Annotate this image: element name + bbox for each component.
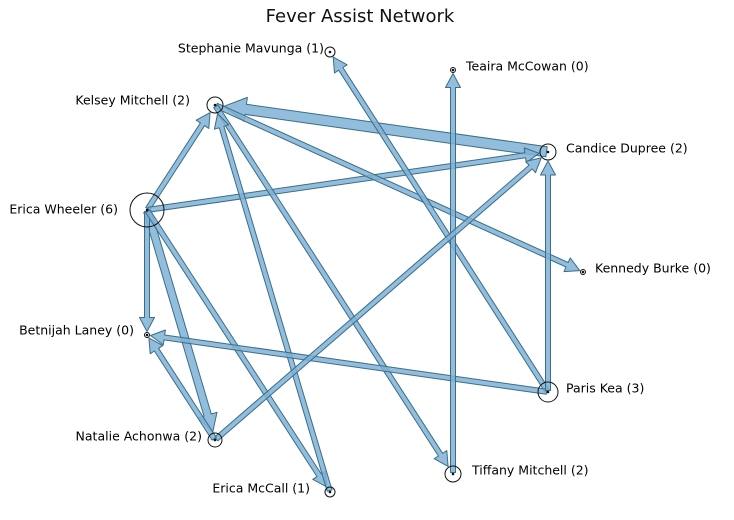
node-center-dot <box>328 50 332 54</box>
node-teaira-mccowan: Teaira McCowan (0) <box>450 59 589 74</box>
edge-arrow-erica-wheeler-to-kelsey-mitchell <box>145 112 211 211</box>
node-label: Paris Kea (3) <box>566 381 644 396</box>
node-candice-dupree: Candice Dupree (2) <box>539 141 688 161</box>
node-label: Stephanie Mavunga (1) <box>178 41 324 56</box>
edge-arrow-candice-dupree-to-kelsey-mitchell <box>223 96 548 158</box>
edge-arrow-paris-kea-to-betnijah-laney <box>150 329 548 395</box>
node-natalie-achonwa: Natalie Achonwa (2) <box>76 429 223 448</box>
edge-arrow-kelsey-mitchell-to-kennedy-burke <box>214 102 581 273</box>
node-label: Natalie Achonwa (2) <box>76 429 202 444</box>
node-marker <box>537 381 559 403</box>
edge-arrow-natalie-achonwa-to-betnijah-laney <box>148 337 217 441</box>
node-kennedy-burke: Kennedy Burke (0) <box>580 261 711 276</box>
node-center-dot <box>145 333 149 337</box>
node-center-dot <box>451 472 455 476</box>
edges-layer <box>139 56 581 492</box>
node-center-dot <box>145 208 149 212</box>
node-marker <box>206 96 224 114</box>
node-label: Erica Wheeler (6) <box>9 202 118 217</box>
edge-arrow-erica-mccall-to-kelsey-mitchell <box>213 113 333 492</box>
node-marker <box>129 192 165 228</box>
nodes-layer: Erica Wheeler (6) Kelsey Mitchell (2) Step… <box>9 41 711 498</box>
node-label: Candice Dupree (2) <box>566 141 688 156</box>
node-paris-kea: Paris Kea (3) <box>537 381 644 403</box>
node-label: Tiffany Mitchell (2) <box>471 463 589 478</box>
node-center-dot <box>213 438 217 442</box>
node-stephanie-mavunga: Stephanie Mavunga (1) <box>178 41 336 58</box>
edge-arrow-natalie-achonwa-to-candice-dupree <box>214 157 542 442</box>
node-center-dot <box>451 68 455 72</box>
edge-arrow-kelsey-mitchell-to-tiffany-mitchell <box>213 104 449 467</box>
node-center-dot <box>581 270 585 274</box>
node-betnijah-laney: Betnijah Laney (0) <box>19 323 150 338</box>
node-tiffany-mitchell: Tiffany Mitchell (2) <box>444 463 589 483</box>
node-marker <box>580 269 586 275</box>
node-center-dot <box>546 150 550 154</box>
edge-arrow-tiffany-mitchell-to-teaira-mccowan <box>445 73 461 473</box>
node-center-dot <box>328 490 332 494</box>
node-marker <box>450 67 456 73</box>
node-marker <box>539 143 557 161</box>
node-label: Erica McCall (1) <box>212 481 310 496</box>
chart-title: Fever Assist Network <box>266 6 455 27</box>
node-marker <box>324 486 336 498</box>
node-center-dot <box>213 103 217 107</box>
edge-arrow-paris-kea-to-candice-dupree <box>540 160 556 391</box>
node-label: Kennedy Burke (0) <box>595 261 711 276</box>
node-label: Teaira McCowan (0) <box>465 59 589 74</box>
edge-arrow-erica-wheeler-to-candice-dupree <box>147 147 540 213</box>
edge-arrow-erica-wheeler-to-natalie-achonwa <box>143 209 218 433</box>
node-erica-mccall: Erica McCall (1) <box>212 481 336 498</box>
node-erica-wheeler: Erica Wheeler (6) <box>9 192 165 228</box>
node-center-dot <box>546 390 550 394</box>
node-label: Betnijah Laney (0) <box>19 323 134 338</box>
node-marker <box>324 46 336 58</box>
node-marker <box>207 432 223 448</box>
node-label: Kelsey Mitchell (2) <box>75 93 190 108</box>
node-kelsey-mitchell: Kelsey Mitchell (2) <box>75 93 224 114</box>
edge-arrow-erica-wheeler-to-betnijah-laney <box>139 211 155 332</box>
node-marker <box>144 332 150 338</box>
edge-arrow-paris-kea-to-stephanie-mavunga <box>332 56 550 393</box>
node-marker <box>444 465 462 483</box>
